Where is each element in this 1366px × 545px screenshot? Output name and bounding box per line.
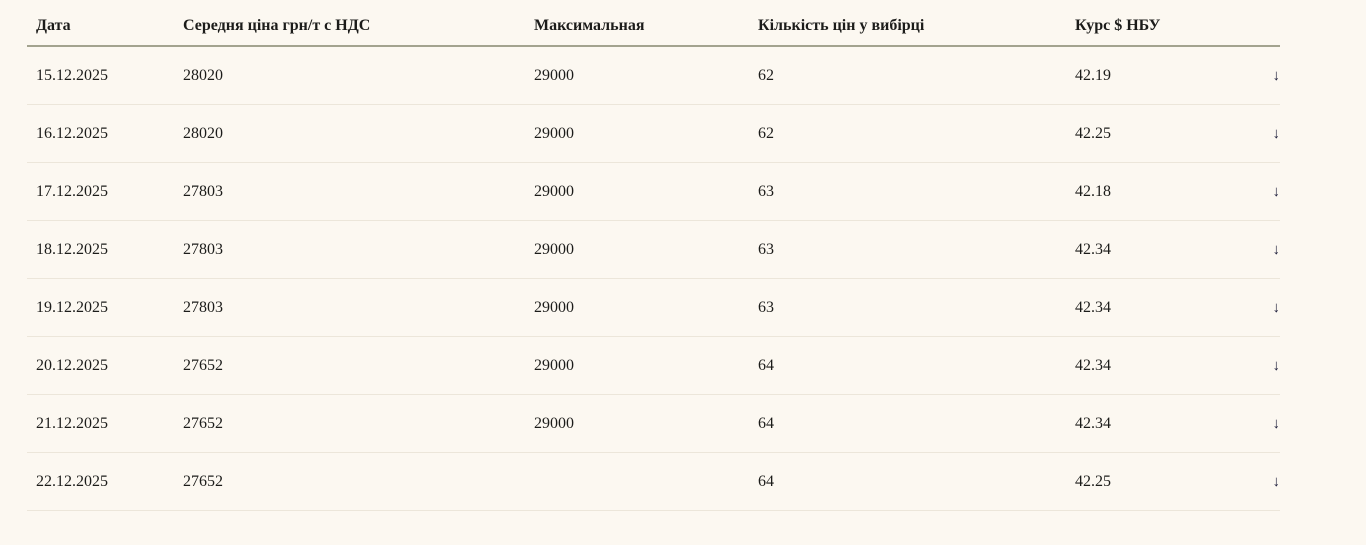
cell-max-price: 29000 (525, 104, 749, 163)
cell-avg-price: 27803 (174, 220, 525, 279)
cell-date: 16.12.2025 (27, 104, 174, 163)
table-row: 18.12.2025 27803 29000 63 42.34 ↓ (27, 220, 1281, 279)
table-row: 16.12.2025 28020 29000 62 42.25 ↓ (27, 104, 1281, 163)
cell-avg-price: 28020 (174, 104, 525, 163)
cell-avg-price: 27803 (174, 162, 525, 221)
cell-usd-rate: 42.34 (1066, 336, 1235, 395)
cell-sample-count: 62 (749, 46, 1066, 105)
cell-date: 19.12.2025 (27, 278, 174, 337)
cell-sample-count: 64 (749, 336, 1066, 395)
cell-sample-count: 64 (749, 394, 1066, 453)
cell-max-price: 29000 (525, 162, 749, 221)
down-arrow-icon[interactable]: ↓ (1272, 299, 1281, 316)
cell-sample-count: 63 (749, 220, 1066, 279)
cell-sample-count: 63 (749, 278, 1066, 337)
cell-date: 22.12.2025 (27, 452, 174, 511)
cell-avg-price: 27652 (174, 336, 525, 395)
col-header-actions (1235, 6, 1280, 47)
cell-max-price: 29000 (525, 394, 749, 453)
header-row: Дата Середня ціна грн/т с НДС Максимальн… (27, 6, 1280, 47)
cell-actions: ↓ (1235, 394, 1281, 453)
cell-usd-rate: 42.34 (1066, 220, 1235, 279)
down-arrow-icon[interactable]: ↓ (1272, 67, 1281, 84)
table-row: 22.12.2025 27652 64 42.25 ↓ (27, 452, 1281, 511)
cell-avg-price: 27803 (174, 278, 525, 337)
cell-actions: ↓ (1235, 46, 1280, 105)
table-row: 19.12.2025 27803 29000 63 42.34 ↓ (27, 278, 1281, 337)
cell-max-price: 29000 (525, 220, 749, 279)
cell-actions: ↓ (1235, 104, 1281, 163)
table-header: Дата Середня ціна грн/т с НДС Максимальн… (27, 6, 1280, 47)
down-arrow-icon[interactable]: ↓ (1272, 241, 1281, 258)
cell-date: 18.12.2025 (27, 220, 174, 279)
cell-max-price: 29000 (525, 336, 749, 395)
down-arrow-icon[interactable]: ↓ (1272, 183, 1281, 200)
col-header-usd-rate: Курс $ НБУ (1066, 6, 1235, 47)
cell-actions: ↓ (1235, 220, 1281, 279)
cell-sample-count: 64 (749, 452, 1066, 511)
cell-actions: ↓ (1235, 162, 1281, 221)
cell-usd-rate: 42.34 (1066, 394, 1235, 453)
cell-date: 17.12.2025 (27, 162, 174, 221)
cell-max-price: 29000 (525, 278, 749, 337)
cell-avg-price: 27652 (174, 394, 525, 453)
table-row: 21.12.2025 27652 29000 64 42.34 ↓ (27, 394, 1281, 453)
price-table: Дата Середня ціна грн/т с НДС Максимальн… (27, 6, 1280, 511)
cell-usd-rate: 42.25 (1066, 452, 1235, 511)
cell-usd-rate: 42.34 (1066, 278, 1235, 337)
down-arrow-icon[interactable]: ↓ (1272, 357, 1281, 374)
down-arrow-icon[interactable]: ↓ (1272, 473, 1281, 490)
cell-max-price (525, 452, 749, 511)
cell-avg-price: 27652 (174, 452, 525, 511)
cell-actions: ↓ (1235, 452, 1281, 511)
cell-avg-price: 28020 (174, 46, 525, 105)
cell-date: 21.12.2025 (27, 394, 174, 453)
price-table-page: Дата Середня ціна грн/т с НДС Максимальн… (27, 6, 1280, 511)
down-arrow-icon[interactable]: ↓ (1272, 125, 1281, 142)
cell-usd-rate: 42.18 (1066, 162, 1235, 221)
cell-actions: ↓ (1235, 278, 1281, 337)
table-row: 17.12.2025 27803 29000 63 42.18 ↓ (27, 162, 1281, 221)
table-row: 20.12.2025 27652 29000 64 42.34 ↓ (27, 336, 1281, 395)
cell-max-price: 29000 (525, 46, 749, 105)
col-header-max-price: Максимальная (525, 6, 749, 47)
cell-actions: ↓ (1235, 336, 1281, 395)
cell-date: 15.12.2025 (27, 46, 174, 105)
table-row: 15.12.2025 28020 29000 62 42.19 ↓ (27, 46, 1280, 105)
cell-sample-count: 63 (749, 162, 1066, 221)
table-body: 15.12.2025 28020 29000 62 42.19 ↓ 16.12.… (27, 46, 1280, 511)
cell-usd-rate: 42.25 (1066, 104, 1235, 163)
col-header-avg-price: Середня ціна грн/т с НДС (174, 6, 525, 47)
col-header-sample-count: Кількість цін у вибірці (749, 6, 1066, 47)
cell-usd-rate: 42.19 (1066, 46, 1235, 105)
cell-date: 20.12.2025 (27, 336, 174, 395)
down-arrow-icon[interactable]: ↓ (1272, 415, 1281, 432)
col-header-date: Дата (27, 6, 174, 47)
cell-sample-count: 62 (749, 104, 1066, 163)
